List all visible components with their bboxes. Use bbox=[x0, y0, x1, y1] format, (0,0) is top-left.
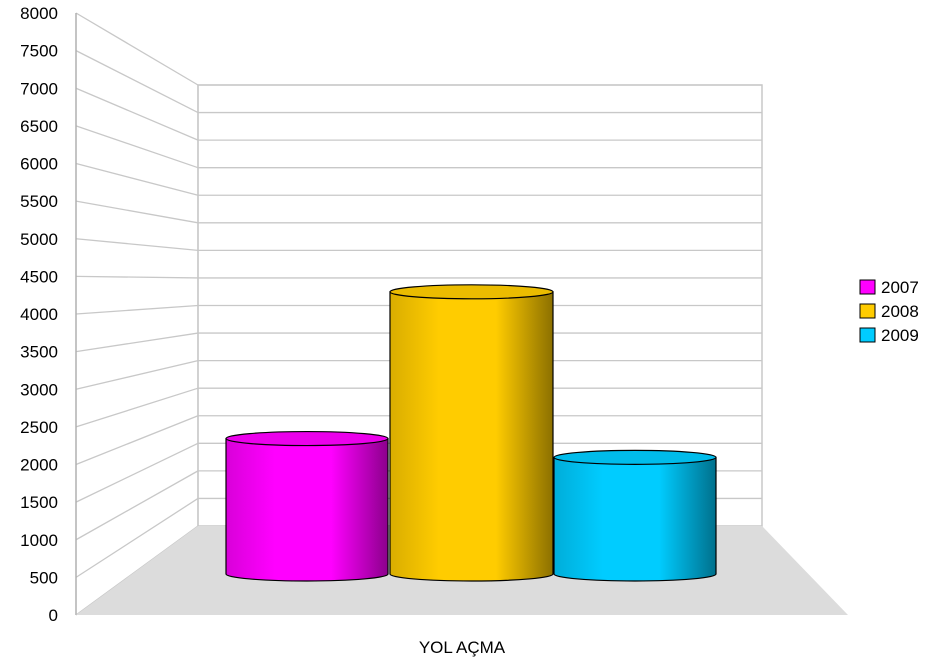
y-tick-label: 3000 bbox=[20, 380, 58, 399]
cylinder-body bbox=[389, 291, 554, 582]
legend-item: 2008 bbox=[859, 302, 919, 321]
y-tick-label: 1500 bbox=[20, 493, 58, 512]
bars bbox=[225, 284, 717, 582]
y-tick-label: 500 bbox=[30, 568, 58, 587]
y-tick-label: 6500 bbox=[20, 117, 58, 136]
left-wall bbox=[76, 13, 198, 615]
legend-swatch bbox=[859, 279, 876, 295]
y-tick-label: 3500 bbox=[20, 343, 58, 362]
legend: 2007 2008 2009 bbox=[859, 278, 919, 345]
gridline-left bbox=[75, 50, 199, 114]
gridline-left bbox=[75, 125, 199, 169]
y-tick-label: 2000 bbox=[20, 456, 58, 475]
legend-label: 2007 bbox=[881, 278, 919, 297]
x-category-label: YOL AÇMA bbox=[419, 638, 506, 657]
gridline-left bbox=[75, 12, 199, 86]
y-tick-label: 7500 bbox=[20, 42, 58, 61]
cylinder-top bbox=[225, 430, 389, 447]
gridline-left bbox=[75, 332, 199, 353]
gridline-left bbox=[75, 304, 199, 315]
gridline-left bbox=[75, 200, 199, 224]
cylinder-body bbox=[553, 456, 717, 582]
cylinder-top bbox=[389, 284, 554, 300]
y-tick-label: 1000 bbox=[20, 531, 58, 550]
gridline-left bbox=[75, 497, 199, 578]
legend-swatch bbox=[859, 327, 876, 343]
x-axis: YOL AÇMA bbox=[419, 638, 506, 657]
gridline-left bbox=[75, 442, 199, 503]
legend-item: 2009 bbox=[859, 326, 919, 345]
gridline-left bbox=[75, 238, 199, 252]
y-tick-label: 8000 bbox=[20, 4, 58, 23]
legend-label: 2008 bbox=[881, 302, 919, 321]
y-tick-label: 2500 bbox=[20, 418, 58, 437]
y-tick-label: 4500 bbox=[20, 267, 58, 286]
legend-item: 2007 bbox=[859, 278, 919, 297]
y-tick-label: 5500 bbox=[20, 192, 58, 211]
cylinder-top bbox=[553, 449, 717, 465]
y-axis: 0 500 1000 1500 2000 2500 3000 3500 4000 4500 5000… bbox=[20, 4, 58, 625]
gridline-left bbox=[75, 415, 199, 466]
gridline-left bbox=[75, 87, 199, 141]
gridline-left bbox=[75, 359, 199, 390]
cylinder-body bbox=[225, 437, 389, 582]
bar-2007 bbox=[225, 430, 389, 582]
bar-2008 bbox=[389, 284, 554, 582]
y-tick-label: 7000 bbox=[20, 79, 58, 98]
legend-swatch bbox=[859, 303, 876, 319]
gridline-left bbox=[75, 470, 199, 541]
gridline-left bbox=[75, 387, 199, 428]
gridline-left bbox=[75, 162, 199, 196]
legend-label: 2009 bbox=[881, 326, 919, 345]
y-tick-label: 5000 bbox=[20, 230, 58, 249]
y-tick-label: 0 bbox=[49, 606, 58, 625]
gridline-left bbox=[75, 275, 199, 279]
y-tick-label: 4000 bbox=[20, 305, 58, 324]
bar-2009 bbox=[553, 449, 717, 582]
y-tick-label: 6000 bbox=[20, 155, 58, 174]
